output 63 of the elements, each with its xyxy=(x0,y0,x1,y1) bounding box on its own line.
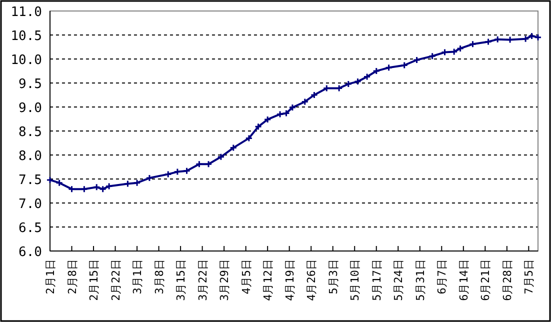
point xyxy=(282,109,290,117)
point xyxy=(428,52,436,60)
point xyxy=(133,179,141,187)
point xyxy=(230,144,238,152)
x-tick-label: 5月17日 xyxy=(370,259,384,301)
x-tick-label: 7月5日 xyxy=(522,259,536,294)
y-tick-label: 7.0 xyxy=(18,197,42,212)
y-tick-label: 11.0 xyxy=(10,5,42,20)
point xyxy=(344,80,352,88)
point xyxy=(522,35,530,43)
x-tick-label: 4月12日 xyxy=(262,259,275,301)
x-tick-label: 4月26日 xyxy=(305,259,318,301)
x-tick-label: 5月31日 xyxy=(414,259,427,301)
point xyxy=(204,160,212,168)
x-tick-label: 3月29日 xyxy=(218,259,232,301)
y-tick-label: 9.5 xyxy=(18,77,42,92)
point xyxy=(183,167,191,175)
point xyxy=(385,64,393,72)
x-tick-label: 3月15日 xyxy=(174,259,188,301)
y-tick-label: 9.0 xyxy=(18,101,42,116)
x-tick-label: 3月8日 xyxy=(152,259,166,294)
y-tick-label: 10.0 xyxy=(10,53,42,68)
x-tick-label: 2月8日 xyxy=(66,259,79,294)
point xyxy=(146,174,154,182)
point xyxy=(301,98,309,106)
point xyxy=(288,104,296,112)
point xyxy=(413,56,421,64)
x-tick-label: 2月22日 xyxy=(109,259,122,301)
x-tick-label: 6月28日 xyxy=(500,259,514,301)
y-tick-label: 10.5 xyxy=(10,29,42,44)
point xyxy=(254,122,262,130)
x-tick-label: 4月5日 xyxy=(240,259,253,294)
point xyxy=(400,61,408,69)
x-tick-label: 2月1日 xyxy=(44,259,57,294)
x-tick-label: 4月19日 xyxy=(283,259,296,301)
point xyxy=(468,40,476,48)
point xyxy=(245,134,253,142)
x-tick-label: 5月3日 xyxy=(326,259,340,294)
x-tick-label: 6月21日 xyxy=(479,259,492,301)
x-tick-label: 3月1日 xyxy=(131,259,144,294)
point xyxy=(528,32,536,40)
point xyxy=(276,110,284,118)
y-tick-label: 6.0 xyxy=(18,245,42,260)
point xyxy=(164,170,172,178)
x-tick-label: 5月24日 xyxy=(392,259,406,301)
x-tick-label: 6月14日 xyxy=(457,259,470,301)
point xyxy=(217,153,225,161)
x-tick-label: 2月15日 xyxy=(88,259,101,301)
point xyxy=(310,91,318,99)
point xyxy=(354,78,362,86)
point xyxy=(484,38,492,46)
x-tick-label: 3月22日 xyxy=(196,259,210,301)
x-tick-label: 6月7日 xyxy=(436,259,449,294)
point xyxy=(363,73,371,81)
y-tick-label: 6.5 xyxy=(18,221,42,236)
point xyxy=(195,160,203,168)
point xyxy=(456,44,464,52)
y-tick-label: 7.5 xyxy=(18,173,42,188)
y-tick-label: 8.5 xyxy=(18,125,42,140)
point xyxy=(372,67,380,75)
x-tick-label: 5月10日 xyxy=(348,259,362,301)
y-tick-label: 8.0 xyxy=(18,149,42,164)
point xyxy=(264,116,272,124)
